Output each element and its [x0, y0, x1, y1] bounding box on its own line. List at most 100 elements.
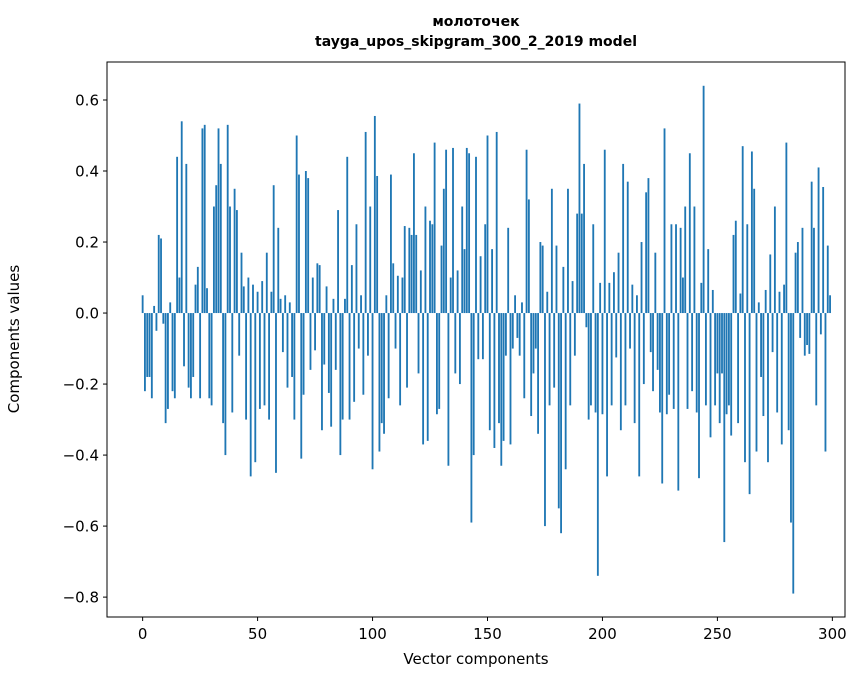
bar-component-49 — [254, 313, 257, 463]
bar-component-191 — [580, 213, 583, 314]
chart-title-model: tayga_upos_skipgram_300_2_2019 model — [315, 34, 637, 51]
bar-component-289 — [806, 313, 808, 346]
bar-component-231 — [672, 313, 675, 409]
bar-component-225 — [659, 313, 661, 413]
bar-component-114 — [403, 226, 406, 314]
bar-component-211 — [626, 181, 629, 314]
bar-component-173 — [539, 242, 542, 314]
bar-component-262 — [744, 313, 746, 463]
x-tick-label: 0 — [138, 625, 148, 643]
y-tick-label: −0.2 — [63, 376, 99, 394]
bar-component-101 — [373, 115, 376, 314]
bar-component-283 — [792, 313, 795, 594]
bar-component-179 — [553, 313, 556, 388]
bar-component-65 — [291, 313, 293, 377]
bar-component-196 — [592, 224, 595, 314]
bar-component-129 — [438, 313, 441, 409]
y-tick-label: −0.6 — [63, 518, 99, 536]
bar-component-69 — [300, 313, 303, 459]
bar-component-137 — [456, 270, 459, 314]
bar-component-135 — [452, 147, 454, 314]
bar-component-63 — [286, 313, 289, 388]
bar-component-72 — [307, 178, 310, 314]
y-axis-ticks: −0.8 −0.6 −0.4 −0.2 0.0 0.2 0.4 0.6 — [63, 91, 107, 607]
bar-component-176 — [546, 291, 549, 314]
bar-component-39 — [231, 313, 234, 413]
bar-component-239 — [691, 313, 694, 392]
bar-component-33 — [217, 128, 220, 314]
bar-component-154 — [495, 131, 498, 314]
bar-component-279 — [783, 284, 785, 314]
bar-component-27 — [203, 124, 206, 314]
bar-component-163 — [516, 313, 519, 338]
bar-component-142 — [468, 153, 471, 314]
bar-component-197 — [594, 313, 597, 413]
bar-component-250 — [716, 313, 719, 374]
bar-component-37 — [226, 124, 229, 314]
bar-component-148 — [481, 313, 484, 360]
bar-component-227 — [663, 128, 666, 314]
bar-component-150 — [486, 135, 489, 314]
bar-component-242 — [698, 313, 700, 479]
bar-component-251 — [718, 313, 721, 424]
bar-component-67 — [295, 135, 298, 314]
bar-component-113 — [401, 277, 404, 314]
bar-component-11 — [167, 313, 169, 409]
bar-component-68 — [298, 174, 300, 314]
bar-component-88 — [344, 298, 346, 314]
bar-component-105 — [383, 313, 385, 434]
bar-component-128 — [436, 313, 438, 415]
bar-component-26 — [201, 128, 204, 314]
y-tick-label: 0.0 — [75, 305, 99, 323]
bar-component-189 — [576, 213, 579, 314]
bar-component-9 — [162, 313, 165, 324]
bar-component-78 — [321, 313, 323, 431]
bar-component-263 — [746, 224, 749, 314]
y-tick-label: 0.4 — [75, 163, 99, 181]
bar-component-186 — [569, 313, 572, 406]
bar-component-4 — [150, 313, 153, 399]
bar-component-281 — [787, 313, 790, 431]
bar-component-97 — [364, 131, 367, 314]
bar-component-271 — [764, 289, 767, 314]
bar-component-261 — [741, 146, 744, 314]
bar-component-118 — [413, 153, 415, 314]
bar-component-190 — [578, 103, 581, 314]
bar-component-245 — [704, 313, 707, 406]
bar-component-29 — [208, 313, 211, 399]
bar-component-224 — [656, 313, 659, 370]
bar-component-146 — [477, 313, 480, 360]
bar-component-178 — [550, 188, 553, 314]
bar-component-170 — [532, 313, 535, 374]
bar-component-206 — [615, 313, 618, 358]
bar-component-85 — [337, 210, 339, 314]
bar-component-297 — [824, 313, 827, 452]
bar-component-257 — [732, 234, 735, 314]
bar-component-265 — [750, 151, 753, 314]
bar-component-252 — [721, 313, 723, 374]
bar-component-207 — [617, 252, 620, 314]
bar-component-158 — [504, 313, 507, 356]
bar-component-217 — [640, 242, 643, 314]
bar-component-220 — [647, 178, 650, 314]
bar-component-246 — [707, 249, 710, 314]
bar-component-169 — [530, 313, 533, 417]
chart-title-word: молоточек — [432, 14, 520, 30]
bar-component-84 — [334, 313, 337, 370]
bar-component-58 — [275, 313, 277, 473]
bar-component-202 — [606, 313, 608, 477]
bar-component-73 — [309, 313, 312, 370]
bar-component-216 — [638, 313, 641, 477]
x-tick-label: 300 — [818, 625, 847, 643]
bar-component-1 — [144, 313, 146, 392]
bar-component-51 — [258, 313, 261, 409]
bar-component-38 — [229, 206, 231, 314]
bar-component-110 — [394, 313, 397, 349]
x-tick-label: 200 — [588, 625, 617, 643]
bar-component-112 — [399, 313, 402, 406]
bar-component-161 — [511, 313, 514, 349]
bar-component-267 — [755, 313, 758, 452]
bar-component-35 — [222, 313, 225, 424]
bar-component-243 — [700, 282, 703, 314]
bar-component-59 — [277, 227, 280, 314]
